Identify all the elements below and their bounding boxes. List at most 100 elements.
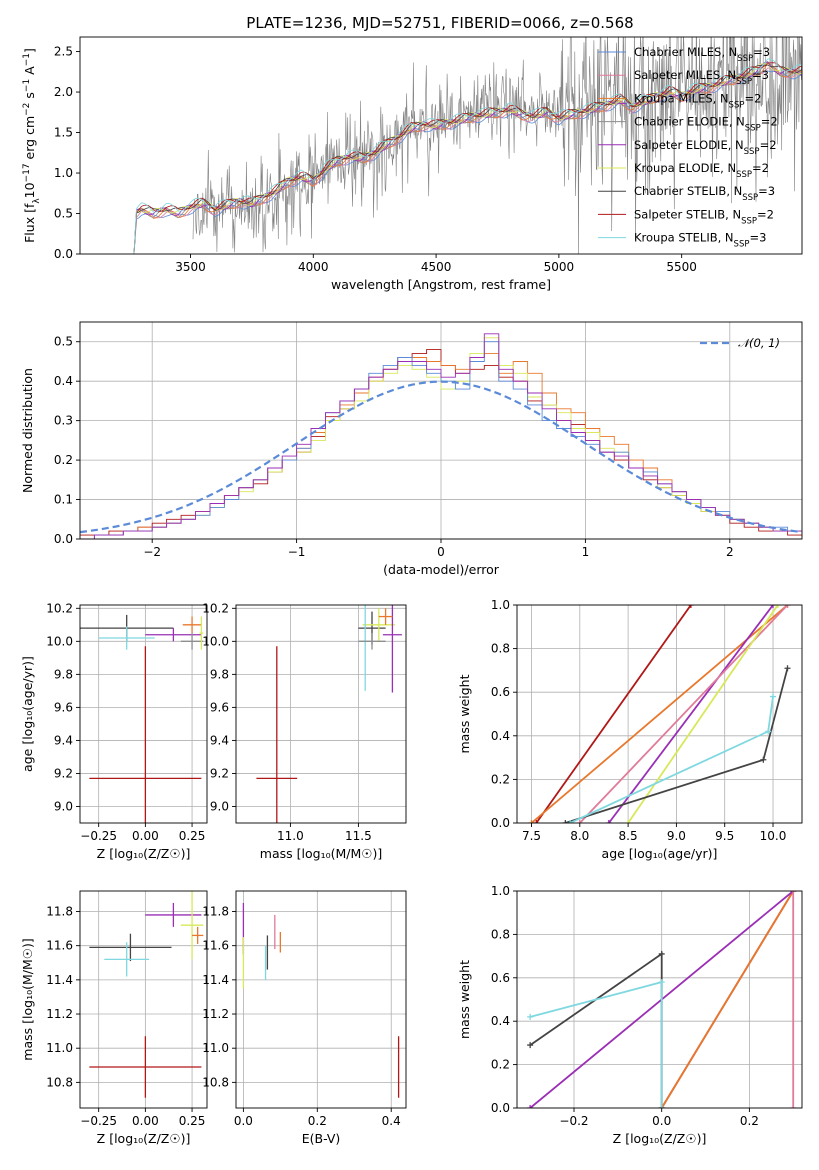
y-label-part: −1 xyxy=(22,79,32,92)
x-tick-label: 0 xyxy=(437,545,445,559)
plot-area-cumulative-mass-weight-Z xyxy=(527,891,797,1108)
errorbar-point xyxy=(104,942,150,977)
y-tick-label: 11.2 xyxy=(46,1007,73,1021)
y-tick-label: 11.6 xyxy=(46,939,73,953)
axes-frame xyxy=(516,604,803,824)
cumulative-marker xyxy=(533,820,540,823)
errorbar-point xyxy=(145,902,202,927)
errorbar-point xyxy=(192,926,204,944)
y-tick-label: 9.8 xyxy=(210,667,229,681)
y-tick-label: 0.6 xyxy=(491,971,510,985)
y-tick-label: 1.0 xyxy=(491,598,510,612)
x-axis-label: Z [log₁₀(Z/Z☉)] xyxy=(97,846,191,861)
legend-suffix: =3 xyxy=(753,45,770,59)
errorbar-point xyxy=(180,633,204,650)
y-tick-label: 0.2 xyxy=(491,772,510,786)
legend-suffix: =2 xyxy=(744,91,761,105)
errorbar-point xyxy=(98,626,155,650)
x-tick-label: 9.5 xyxy=(715,829,734,843)
axes-frame xyxy=(79,604,208,824)
x-tick-label: 0.25 xyxy=(179,1114,206,1128)
x-tick-label: 0.4 xyxy=(382,1114,401,1128)
legend-suffix: =2 xyxy=(761,115,778,129)
legend-suffix: =2 xyxy=(752,161,769,175)
axes-age-vs-Z: −0.25 0.00 0.25 9.0 9.2 9.4 9.6 9.8 10.0 10.2 Z [l… xyxy=(20,601,208,861)
x-tick-label: 5000 xyxy=(544,260,575,274)
x-tick-label: 10.0 xyxy=(760,829,787,843)
model-line xyxy=(133,70,802,254)
y-tick-label: 0.5 xyxy=(54,335,73,349)
y-tick-label: 9.2 xyxy=(210,766,229,780)
axes-mass-vs-Z: −0.25 0.00 0.25 10.8 11.0 11.2 11.4 11.6 11.8 Z [… xyxy=(20,890,208,1146)
cumulative-line xyxy=(627,605,779,823)
y-tick-label: 0.4 xyxy=(491,1014,510,1028)
y-tick-label: 0.4 xyxy=(491,729,510,743)
x-axis-label: age [log₁₀(age/yr)] xyxy=(602,846,718,861)
x-tick-label: −0.25 xyxy=(80,1114,117,1128)
legend-subscript: SSP xyxy=(736,170,752,180)
x-axis-label: wavelength [Angstrom, rest frame] xyxy=(331,277,551,292)
model-line xyxy=(133,61,802,254)
legend-subscript: SSP xyxy=(729,100,745,110)
y-label-part: Flux [f xyxy=(22,203,37,243)
cumulative-marker xyxy=(790,1105,797,1108)
cumulative-marker xyxy=(528,820,535,823)
plot-area-residual-histogram xyxy=(80,333,802,539)
legend-entry: Chabrier STELIB, NSSP=3 xyxy=(634,184,775,203)
y-tick-label: 10.0 xyxy=(46,634,73,648)
cumulative-marker xyxy=(760,756,767,763)
y-label-part: 10 xyxy=(22,182,37,198)
y-tick-label: 0.8 xyxy=(491,642,510,656)
x-axis-label: Z [log₁₀(Z/Z☉)] xyxy=(97,1131,191,1146)
y-tick-label: 9.2 xyxy=(54,766,73,780)
plot-area-cumulative-mass-weight-age xyxy=(528,605,791,823)
y-tick-label: 0.0 xyxy=(491,1101,510,1115)
y-axis-label: mass [log₁₀(M/M☉)] xyxy=(20,938,35,1060)
x-tick-label: −1 xyxy=(288,545,306,559)
legend-entry: Salpeter STELIB, NSSP=2 xyxy=(634,207,774,226)
histogram-step xyxy=(80,333,802,539)
y-axis-label: mass weight xyxy=(457,960,472,1039)
legend-suffix: =3 xyxy=(752,68,769,82)
x-axis-label: Z [log₁₀(Z/Z☉)] xyxy=(613,1131,707,1146)
cumulative-marker xyxy=(562,820,569,823)
errorbar-point xyxy=(378,608,393,625)
axes-frame xyxy=(516,890,803,1109)
x-axis-label: mass [log₁₀(M/M☉)] xyxy=(260,846,382,861)
y-tick-label: 10.8 xyxy=(202,1075,229,1089)
y-label-part: s xyxy=(22,92,37,103)
y-tick-label: 11.6 xyxy=(202,939,229,953)
y-tick-label: 2.5 xyxy=(54,45,73,59)
cumulative-marker xyxy=(576,820,583,823)
plots-layer: 3500 4000 4500 5000 5500 0.0 0.5 1.0 1.5 2.0 2.5 wa… xyxy=(20,36,803,1146)
cumulative-marker xyxy=(784,605,791,608)
x-tick-label: −0.2 xyxy=(559,1114,588,1128)
cumulative-marker xyxy=(527,1013,534,1020)
cumulative-marker xyxy=(774,605,781,608)
y-tick-label: 11.8 xyxy=(202,905,229,919)
errorbar-point xyxy=(382,605,402,693)
legend-suffix: =2 xyxy=(757,207,774,221)
cumulative-marker xyxy=(687,605,694,608)
legend-subscript: SSP xyxy=(741,216,757,226)
y-tick-label: 9.4 xyxy=(54,733,73,747)
y-tick-label: 1.0 xyxy=(54,166,73,180)
cumulative-line xyxy=(535,605,692,823)
x-tick-label: 11.5 xyxy=(345,829,372,843)
cumulative-marker xyxy=(658,979,665,986)
legend-subscript: SSP xyxy=(736,77,752,87)
x-tick-label: 0.2 xyxy=(308,1114,327,1128)
cumulative-marker xyxy=(765,728,772,735)
x-tick-label: 3500 xyxy=(175,260,206,274)
errorbar-point xyxy=(199,616,204,650)
y-tick-label: 0.0 xyxy=(491,816,510,830)
y-tick-label: 11.4 xyxy=(46,973,73,987)
legend-subscript: SSP xyxy=(745,124,761,134)
x-tick-label: 1 xyxy=(582,545,590,559)
model-line xyxy=(133,67,802,254)
x-tick-label: 8.5 xyxy=(619,829,638,843)
axes-frame xyxy=(235,604,407,824)
y-tick-label: 9.8 xyxy=(54,667,73,681)
